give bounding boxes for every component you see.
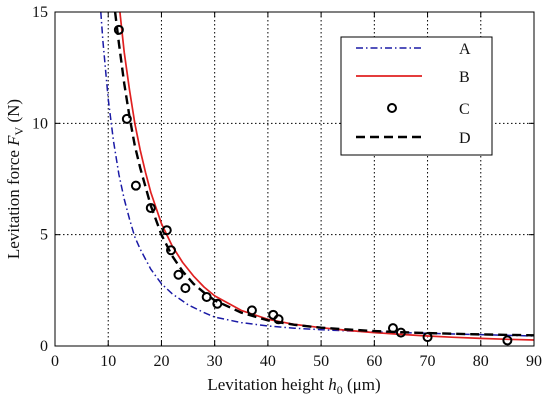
- y-axis-title-unit: (N): [4, 99, 23, 127]
- series-c-point: [145, 202, 156, 213]
- legend-d-label: D: [459, 130, 471, 147]
- x-tick-label: 10: [100, 353, 116, 370]
- x-tick-label: 20: [153, 353, 169, 370]
- x-axis-title: Levitation height h0 (μm): [207, 375, 380, 397]
- x-tick-label: 50: [313, 353, 329, 370]
- y-tick-label: 5: [40, 227, 48, 244]
- series-c-point: [502, 335, 513, 346]
- legend-box: [340, 36, 493, 156]
- x-tick-label: 70: [420, 353, 436, 370]
- series-c-point: [121, 113, 132, 124]
- y-tick-label: 10: [32, 115, 48, 132]
- y-axis-title-prefix: Levitation force: [4, 146, 23, 259]
- x-tick-label: 40: [260, 353, 276, 370]
- tick-marks: [54, 11, 535, 347]
- series-c-point: [387, 323, 398, 334]
- x-tick-label: 60: [366, 353, 382, 370]
- x-axis-title-subscript: 0: [337, 383, 343, 397]
- y-axis-title-symbol: F: [4, 135, 23, 147]
- series-c-point: [273, 314, 284, 325]
- y-tick-label: 15: [32, 4, 48, 21]
- tick-labels: 0 10 20 30 40 50 60 70 80 90 0 5 10 15: [32, 4, 542, 370]
- series-c-point: [130, 180, 141, 191]
- plot-frame: [54, 11, 535, 347]
- series-c-point: [395, 327, 406, 338]
- x-tick-label: 0: [51, 353, 59, 370]
- x-tick-label: 80: [473, 353, 489, 370]
- legend-b-label: B: [459, 69, 470, 86]
- x-tick-label: 90: [526, 353, 542, 370]
- series-c-point: [173, 269, 184, 280]
- legend-c-label: C: [459, 101, 470, 118]
- y-axis-title-subscript: V: [12, 126, 26, 135]
- legend-a-label: A: [459, 41, 471, 58]
- x-axis-title-unit: (μm): [343, 375, 381, 394]
- series-c-point: [201, 292, 212, 303]
- x-axis-title-symbol: h: [328, 375, 337, 394]
- series-c-point: [166, 245, 177, 256]
- series-c-point: [180, 283, 191, 294]
- x-axis-title-prefix: Levitation height: [207, 375, 328, 394]
- y-axis-title: Levitation force FV (N): [4, 99, 26, 259]
- series-b-line: [119, 11, 535, 341]
- x-tick-label: 30: [207, 353, 223, 370]
- series-layer: [100, 11, 535, 346]
- series-c-point: [212, 298, 223, 309]
- series-a-line: [100, 11, 535, 337]
- y-tick-label: 0: [40, 338, 48, 355]
- series-c-point: [113, 24, 124, 35]
- legend-c-swatch: [387, 103, 397, 113]
- series-c-point: [246, 305, 257, 316]
- series-c-point: [161, 225, 172, 236]
